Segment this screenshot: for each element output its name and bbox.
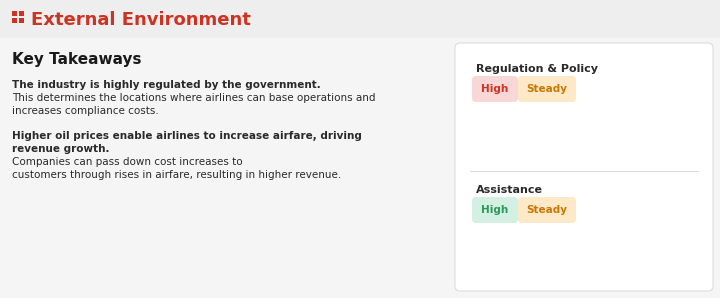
Text: customers through rises in airfare, resulting in higher revenue.: customers through rises in airfare, resu… [12,170,341,180]
Text: Steady: Steady [526,205,567,215]
Text: Companies can pass down cost increases to: Companies can pass down cost increases t… [12,157,243,167]
FancyBboxPatch shape [518,76,576,102]
Text: increases compliance costs.: increases compliance costs. [12,106,158,116]
Text: revenue growth.: revenue growth. [12,144,109,154]
FancyBboxPatch shape [472,76,518,102]
FancyBboxPatch shape [518,197,576,223]
Text: High: High [482,84,508,94]
Text: High: High [482,205,508,215]
FancyBboxPatch shape [19,18,24,23]
FancyBboxPatch shape [12,18,17,23]
FancyBboxPatch shape [0,0,720,38]
Text: Steady: Steady [526,84,567,94]
Text: Assistance: Assistance [476,185,543,195]
FancyBboxPatch shape [12,11,17,16]
Text: Key Takeaways: Key Takeaways [12,52,142,67]
Text: This determines the locations where airlines can base operations and: This determines the locations where airl… [12,93,376,103]
FancyBboxPatch shape [19,11,24,16]
Text: Higher oil prices enable airlines to increase airfare, driving: Higher oil prices enable airlines to inc… [12,131,362,141]
Text: The industry is highly regulated by the government.: The industry is highly regulated by the … [12,80,320,90]
FancyBboxPatch shape [472,197,518,223]
Text: Regulation & Policy: Regulation & Policy [476,64,598,74]
FancyBboxPatch shape [455,43,713,291]
Text: External Environment: External Environment [31,11,251,29]
